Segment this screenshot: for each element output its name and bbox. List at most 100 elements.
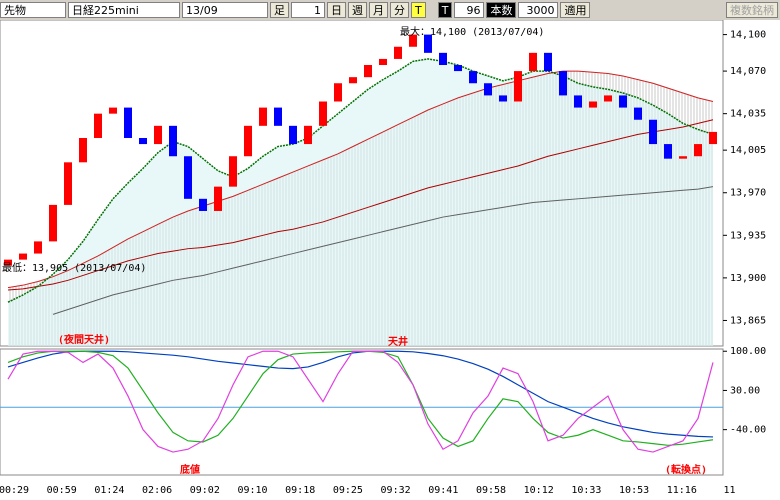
candle: [79, 137, 87, 163]
osc-line: [7, 350, 714, 453]
candle: [319, 101, 327, 126]
osc-line: [7, 350, 714, 438]
x-tick-label: 09:25: [333, 485, 363, 496]
y-tick-label: 30.00: [730, 385, 760, 396]
candle: [499, 95, 507, 102]
x-tick-label: 10:53: [619, 485, 649, 496]
multi-button[interactable]: 複数銘柄: [726, 2, 778, 18]
y-tick-label: 13,935: [730, 230, 766, 241]
candle: [559, 71, 567, 96]
month-button[interactable]: 月: [369, 2, 388, 18]
x-tick-label: 09:32: [381, 485, 411, 496]
count-max-input[interactable]: 3000: [518, 2, 559, 18]
x-tick-label: 09:02: [190, 485, 220, 496]
candle: [199, 198, 207, 211]
x-tick-label: 11: [723, 485, 735, 496]
ma-line: [7, 58, 714, 303]
contract-select[interactable]: 13/09: [182, 2, 268, 18]
candle: [259, 107, 267, 126]
osc-panel: [0, 348, 724, 476]
candle: [34, 241, 42, 254]
y-tick-label: 14,035: [730, 109, 766, 120]
y-tick-label: -40.00: [730, 425, 766, 436]
candle: [64, 162, 72, 205]
apply-button[interactable]: 適用: [560, 2, 591, 18]
x-tick-label: 09:41: [428, 485, 458, 496]
x-tick-label: 01:24: [94, 485, 124, 496]
candle: [619, 95, 627, 108]
candle: [409, 34, 417, 47]
green-area: [8, 58, 713, 346]
tick-label: T: [437, 2, 453, 18]
toolbar: 先物 日経225mini 13/09 足 1 日 週 月 分 T T 96 本数…: [0, 0, 780, 20]
annotation: 底値: [180, 463, 200, 476]
x-tick-label: 09:58: [476, 485, 506, 496]
candle: [484, 83, 492, 96]
foot-label: 足: [270, 2, 289, 18]
annotation: (転換点): [665, 463, 707, 476]
candle: [664, 144, 672, 159]
candle: [184, 156, 192, 199]
candle: [229, 156, 237, 187]
y-tick-label: 14,070: [730, 66, 766, 77]
candle: [424, 34, 432, 53]
candle: [289, 125, 297, 145]
candle: [334, 83, 342, 102]
x-tick-label: 09:10: [237, 485, 267, 496]
candle: [154, 125, 162, 145]
annotation: 天井: [388, 335, 408, 348]
candle: [679, 156, 687, 159]
candle: [349, 77, 357, 84]
candle: [139, 137, 147, 145]
candle: [529, 52, 537, 72]
candle: [214, 186, 222, 211]
candle: [304, 125, 312, 145]
x-tick-label: 10:12: [524, 485, 554, 496]
tick-button[interactable]: T: [411, 2, 426, 18]
candle: [709, 131, 717, 145]
foot-input[interactable]: 1: [291, 2, 325, 18]
x-tick-label: 00:59: [47, 485, 77, 496]
candle: [634, 107, 642, 120]
annotation: (夜間天井): [58, 333, 110, 346]
candle: [244, 125, 252, 157]
market-select[interactable]: 先物: [0, 2, 66, 18]
candle: [604, 95, 612, 102]
week-button[interactable]: 週: [348, 2, 367, 18]
candle: [694, 144, 702, 157]
count-label: 本数: [486, 2, 517, 18]
day-button[interactable]: 日: [327, 2, 346, 18]
y-tick-label: 13,970: [730, 188, 766, 199]
count-input[interactable]: 96: [454, 2, 485, 18]
candle: [109, 107, 117, 114]
candle: [379, 58, 387, 66]
minute-button[interactable]: 分: [390, 2, 409, 18]
candle: [124, 107, 132, 138]
candle: [394, 46, 402, 59]
candle: [469, 71, 477, 84]
y-tick-label: 13,865: [730, 315, 766, 326]
x-tick-label: 02:06: [142, 485, 172, 496]
candle: [169, 125, 177, 157]
ma-line: [7, 119, 714, 291]
candle: [49, 204, 57, 242]
ma-line: [7, 70, 714, 289]
candle: [514, 71, 522, 102]
x-tick-label: 09:18: [285, 485, 315, 496]
chart: 14,100 14,070 14,035 14,005 13,970 13,935 13,9…: [0, 20, 766, 496]
annotation: 最低：13,905 (2013/07/04): [2, 261, 146, 274]
candle: [94, 113, 102, 138]
symbol-select[interactable]: 日経225mini: [68, 2, 180, 18]
x-tick-label: 10:33: [571, 485, 601, 496]
annotation: 最大：14,100 (2013/07/04): [400, 25, 544, 38]
candle: [274, 107, 282, 126]
x-tick-label: 00:29: [0, 485, 29, 496]
y-tick-label: 100.00: [730, 346, 766, 357]
candle: [4, 259, 12, 266]
y-tick-label: 14,005: [730, 145, 766, 156]
candle: [574, 95, 582, 108]
candle: [19, 253, 27, 260]
x-tick-label: 11:16: [667, 485, 697, 496]
ma-line: [52, 186, 714, 315]
